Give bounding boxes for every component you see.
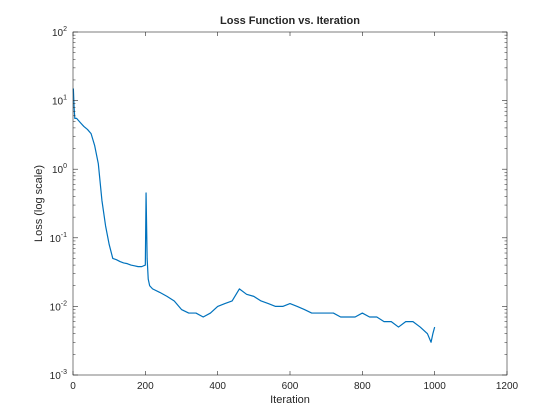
y-tick-label: 101 xyxy=(52,95,67,108)
y-tick-label: 10-1 xyxy=(50,232,67,245)
loss-series-line xyxy=(72,88,436,343)
x-tick-label: 600 xyxy=(282,381,299,392)
x-tick-label: 400 xyxy=(209,381,226,392)
chart-title: Loss Function vs. Iteration xyxy=(220,15,360,27)
y-tick-label: 10-3 xyxy=(50,369,67,382)
x-axis-title: Iteration xyxy=(270,394,310,406)
y-tick-label: 10-2 xyxy=(50,300,67,313)
axes-box xyxy=(72,31,508,376)
x-tick-label: 800 xyxy=(354,381,371,392)
series-layer xyxy=(72,88,436,343)
y-tick-label: 100 xyxy=(52,163,67,176)
y-axis-title: Loss (log scale) xyxy=(33,165,45,242)
x-tick-label: 200 xyxy=(137,381,154,392)
x-tick-label: 1200 xyxy=(496,381,519,392)
x-tick-labels: 0 200 400 600 800 1000 1200 xyxy=(70,381,518,392)
x-tick-label: 0 xyxy=(70,381,76,392)
y-tick-labels: 10-3 10-2 10-1 100 101 102 xyxy=(50,26,67,382)
x-tick-label: 1000 xyxy=(424,381,447,392)
y-tick-label: 102 xyxy=(52,26,67,39)
plot-area xyxy=(73,32,507,375)
